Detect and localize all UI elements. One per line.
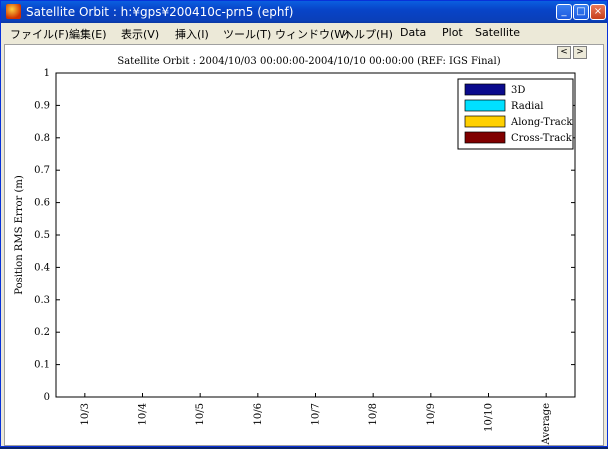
x-tick-label: 10/3 (80, 403, 91, 425)
y-tick-label: 0.1 (34, 360, 50, 371)
minimize-button[interactable]: _ (556, 4, 572, 20)
matlab-logo-icon (6, 4, 21, 19)
x-tick-label: 10/7 (311, 403, 322, 425)
y-tick-label: 0.9 (34, 100, 50, 111)
x-tick-label: 10/6 (253, 403, 264, 425)
y-tick-label: 1 (44, 68, 50, 79)
menu-bar: ファイル(F) 編集(E) 表示(V) 挿入(I) ツール(T) ウィンドウ(W… (1, 23, 607, 43)
x-tick-label: Average (541, 403, 552, 445)
next-button[interactable]: > (573, 46, 587, 59)
menu-insert[interactable]: 挿入(I) (175, 28, 209, 41)
y-tick-label: 0.6 (34, 198, 50, 209)
y-tick-label: 0.2 (34, 327, 50, 338)
y-tick-label: 0.5 (34, 230, 50, 241)
legend-swatch (464, 99, 506, 112)
y-tick-label: 0 (44, 392, 50, 403)
y-tick-label: 0.4 (34, 262, 50, 273)
menu-edit[interactable]: 編集(E) (69, 28, 107, 41)
window-title: Satellite Orbit : h:¥gps¥200410c-prn5 (e… (26, 5, 294, 19)
legend-swatch (464, 115, 506, 128)
x-tick-label: 10/5 (195, 403, 206, 425)
rms-error-chart: Satellite Orbit : 2004/10/03 00:00:00-20… (14, 56, 576, 445)
menu-satellite[interactable]: Satellite (475, 26, 521, 39)
y-tick-label: 0.3 (34, 295, 50, 306)
title-bar[interactable]: Satellite Orbit : h:¥gps¥200410c-prn5 (e… (1, 1, 607, 23)
legend-label: Radial (511, 101, 543, 112)
menu-tools[interactable]: ツール(T) (223, 28, 272, 41)
menu-data[interactable]: Data (400, 26, 427, 39)
menu-file[interactable]: ファイル(F) (10, 28, 69, 41)
x-tick-label: 10/10 (484, 403, 495, 432)
chart-title: Satellite Orbit : 2004/10/03 00:00:00-20… (117, 56, 500, 67)
legend-label: Along-Track (510, 117, 573, 128)
x-tick-label: 10/8 (368, 403, 379, 425)
legend-label: Cross-Track (511, 133, 573, 144)
y-tick-label: 0.8 (34, 133, 50, 144)
legend-swatch (464, 131, 506, 144)
y-tick-label: 0.7 (34, 165, 50, 176)
close-button[interactable]: × (590, 4, 606, 20)
chart-legend: 3D Radial Along-Track Cross-Track (457, 78, 574, 150)
legend-label: 3D (511, 85, 525, 96)
menu-help[interactable]: ヘルプ(H) (343, 28, 393, 41)
y-axis-label: Position RMS Error (m) (14, 175, 25, 295)
menu-view[interactable]: 表示(V) (121, 28, 160, 41)
menu-plot[interactable]: Plot (442, 26, 463, 39)
figure-canvas: < > Satellite Orbit : 2004/10/03 00:00:0… (4, 44, 604, 446)
prev-button[interactable]: < (557, 46, 571, 59)
maximize-button[interactable]: □ (573, 4, 589, 20)
x-tick-label: 10/4 (138, 403, 149, 425)
x-tick-label: 10/9 (426, 403, 437, 425)
legend-swatch (464, 83, 506, 96)
menu-window[interactable]: ウィンドウ(W) (275, 28, 350, 41)
